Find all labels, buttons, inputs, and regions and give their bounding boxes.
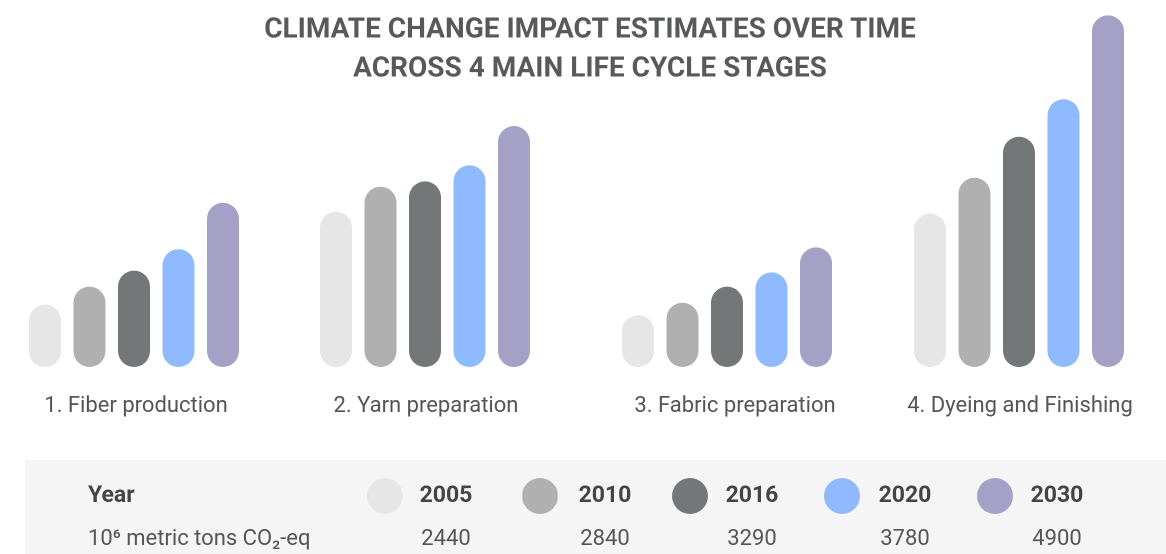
legend-label: 2016 xyxy=(726,481,779,508)
total-value: 3290 xyxy=(727,526,776,551)
bar xyxy=(207,202,239,367)
x-tick-label: 2. Yarn preparation xyxy=(334,393,519,418)
bar xyxy=(1047,99,1080,367)
x-tick-label: 3. Fabric preparation xyxy=(634,393,835,418)
bar xyxy=(320,211,352,367)
legend-label: 2020 xyxy=(879,481,932,508)
total-label: 10⁶ metric tons CO₂-eq xyxy=(88,526,310,551)
chart-title: ACROSS 4 MAIN LIFE CYCLE STAGES xyxy=(353,50,827,83)
legend-swatch xyxy=(977,478,1013,514)
bar xyxy=(73,286,106,367)
total-value: 4900 xyxy=(1032,526,1081,551)
legend-label: 2030 xyxy=(1031,481,1084,508)
legend-swatch xyxy=(824,478,860,514)
x-tick-label: 4. Dyeing and Finishing xyxy=(907,393,1133,418)
legend-panel xyxy=(25,460,1166,554)
bar xyxy=(622,315,654,367)
bar xyxy=(711,286,743,367)
legend-swatch xyxy=(522,478,558,514)
legend-title: Year xyxy=(88,481,135,508)
chart-title: CLIMATE CHANGE IMPACT ESTIMATES OVER TIM… xyxy=(264,11,916,44)
bar xyxy=(453,165,486,367)
bar xyxy=(409,181,441,367)
legend-swatch xyxy=(367,478,403,514)
legend-label: 2005 xyxy=(420,481,473,508)
total-value: 2840 xyxy=(580,526,629,551)
bar xyxy=(755,272,788,367)
bar xyxy=(958,177,991,367)
legend-swatch xyxy=(672,478,708,514)
bar xyxy=(29,304,61,367)
bar xyxy=(364,186,397,367)
total-value: 3780 xyxy=(880,526,929,551)
bar xyxy=(1003,136,1035,367)
bar xyxy=(666,302,699,367)
legend-label: 2010 xyxy=(579,481,632,508)
bar xyxy=(162,249,195,367)
bar xyxy=(1092,15,1124,367)
bar xyxy=(914,213,946,367)
bar xyxy=(498,126,530,368)
x-tick-label: 1. Fiber production xyxy=(44,393,228,418)
total-value: 2440 xyxy=(421,526,470,551)
bar xyxy=(118,270,150,367)
bar xyxy=(800,247,832,367)
